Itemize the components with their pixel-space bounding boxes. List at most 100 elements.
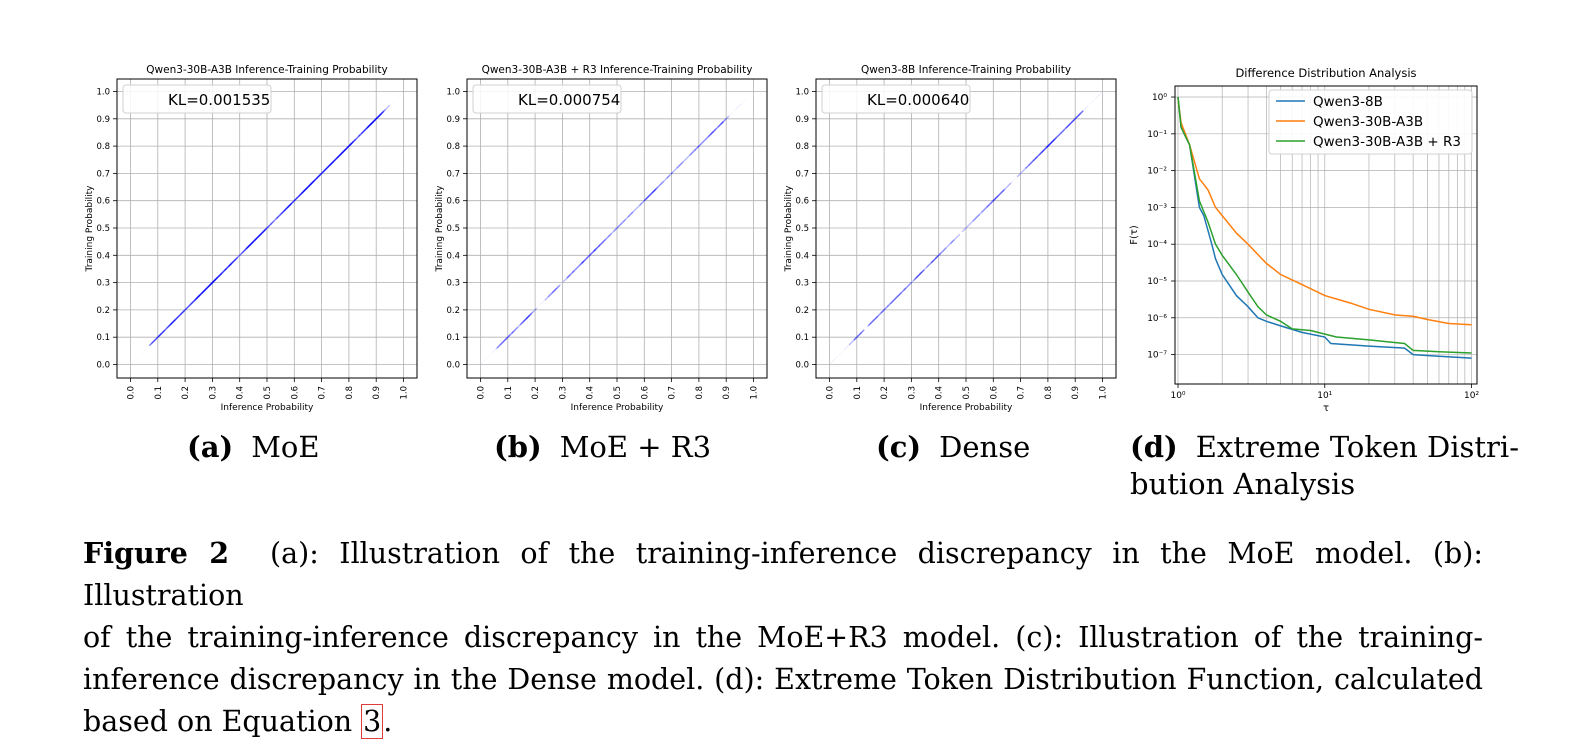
outlier-point — [353, 134, 361, 142]
outlier-point — [579, 253, 592, 266]
outlier-point — [279, 208, 287, 216]
outlier-point — [581, 249, 596, 264]
y-tick-label: 10⁻⁷ — [1147, 351, 1167, 361]
outlier-point — [360, 120, 375, 135]
x-tick-label: 0.9 — [722, 386, 732, 400]
outlier-point — [208, 273, 222, 287]
y-tick-label: 0.4 — [96, 251, 110, 261]
outlier-point — [519, 315, 530, 326]
distribution-title: Difference Distribution Analysis — [1235, 66, 1416, 80]
outlier-point — [365, 116, 379, 130]
outlier-point — [1045, 137, 1057, 149]
outlier-point — [293, 182, 313, 202]
y-tick-label: 0.2 — [446, 306, 460, 316]
equation-ref-link[interactable]: 3 — [361, 704, 384, 739]
x-tick-label: 1.0 — [1099, 386, 1109, 400]
outlier-point — [581, 249, 596, 264]
outlier-point — [598, 232, 613, 247]
y-tick-label: 0.1 — [96, 333, 110, 343]
outlier-point — [1025, 149, 1045, 169]
scatter-panel-2: 0.0 0.0 0.1 0.1 0.2 0.2 0.3 0.3 0.4 0.4 0.5 0.5 0.6 0… — [435, 64, 768, 413]
outlier-point — [335, 151, 344, 160]
outlier-point — [220, 259, 236, 275]
subcaption-d: (d) Extreme Token Distri- — [1130, 430, 1519, 464]
outlier-point — [547, 287, 558, 298]
outlier-point — [336, 145, 350, 159]
outlier-point — [245, 232, 263, 250]
outlier-point — [157, 329, 166, 338]
legend-label: Qwen3-30B-A3B + R3 — [1313, 134, 1461, 150]
x-tick-label: 0.5 — [962, 386, 972, 400]
outlier-point — [287, 196, 299, 208]
outlier-point — [201, 275, 220, 294]
outlier-point — [166, 310, 185, 329]
outlier-point — [869, 305, 889, 325]
caption-label: Figure 2 — [83, 536, 230, 570]
x-tick-label: 0.8 — [695, 386, 705, 400]
outlier-point — [241, 241, 254, 254]
outlier-point — [991, 188, 1006, 203]
outlier-point — [694, 130, 715, 151]
x-tick-label: 0.4 — [236, 386, 246, 400]
outlier-point — [889, 287, 907, 305]
outlier-point — [644, 187, 658, 201]
outlier-point — [148, 325, 170, 347]
outlier-point — [258, 227, 268, 237]
outlier-point — [593, 239, 606, 252]
y-tick-label: 0.3 — [96, 279, 110, 289]
outlier-point — [961, 213, 981, 233]
y-tick-label: 0.8 — [446, 142, 460, 152]
y-tick-label: 10⁻¹ — [1147, 130, 1167, 140]
outlier-point — [297, 186, 309, 198]
outlier-point — [194, 289, 206, 301]
density-halo — [829, 91, 1103, 365]
subcaption-b: (b) MoE + R3 — [494, 430, 712, 464]
density-core — [130, 91, 404, 365]
outlier-point — [276, 202, 293, 219]
y-tick-label: 10⁰ — [1152, 93, 1167, 103]
outlier-point — [316, 160, 335, 179]
outlier-point — [981, 204, 990, 213]
outlier-point — [344, 142, 353, 151]
x-tick-label: 1.0 — [750, 386, 760, 400]
y-tick-label: 0.1 — [446, 333, 460, 343]
outlier-point — [234, 241, 254, 261]
outlier-point — [304, 174, 321, 191]
outlier-point — [720, 118, 727, 125]
outlier-point — [323, 151, 344, 172]
y-axis-label: Training Probability — [784, 185, 794, 273]
outlier-point — [848, 331, 863, 346]
x-tick-label: 0.7 — [668, 386, 678, 400]
outlier-point — [270, 215, 280, 225]
outlier-point — [340, 140, 355, 155]
outlier-point — [367, 110, 385, 128]
outlier-point — [619, 211, 634, 226]
outlier-point — [347, 136, 359, 148]
y-tick-label: 10⁻⁵ — [1147, 277, 1167, 287]
density-core — [829, 91, 1103, 365]
outlier-point — [339, 139, 356, 156]
outlier-point — [214, 272, 223, 281]
kl-box — [821, 84, 971, 114]
outlier-point — [324, 159, 336, 171]
y-axis-label: Training Probability — [85, 185, 95, 273]
outlier-point — [566, 260, 585, 279]
outlier-point — [896, 281, 913, 298]
outlier-point — [280, 203, 292, 215]
outlier-point — [148, 329, 166, 347]
outlier-point — [972, 201, 993, 222]
kl-annotation: KL=0.000754 — [518, 91, 620, 109]
outlier-point — [340, 140, 355, 155]
y-tick-label: 0.5 — [446, 224, 460, 234]
scatter-panel-1: 0.0 0.0 0.1 0.1 0.2 0.2 0.3 0.3 0.4 0.4 0.5 0.5 0.6 0… — [85, 64, 418, 413]
outlier-point — [551, 285, 560, 294]
series-line-3 — [1177, 96, 1472, 354]
plot-frame — [815, 78, 1117, 379]
outlier-point — [520, 307, 538, 325]
y-tick-label: 0.6 — [795, 197, 809, 207]
x-tick-label: 0.1 — [853, 386, 863, 400]
x-tick-label: 0.0 — [127, 386, 137, 400]
y-tick-label: 0.8 — [96, 142, 110, 152]
x-tick-label: 0.8 — [1044, 386, 1054, 400]
outlier-point — [301, 179, 316, 194]
